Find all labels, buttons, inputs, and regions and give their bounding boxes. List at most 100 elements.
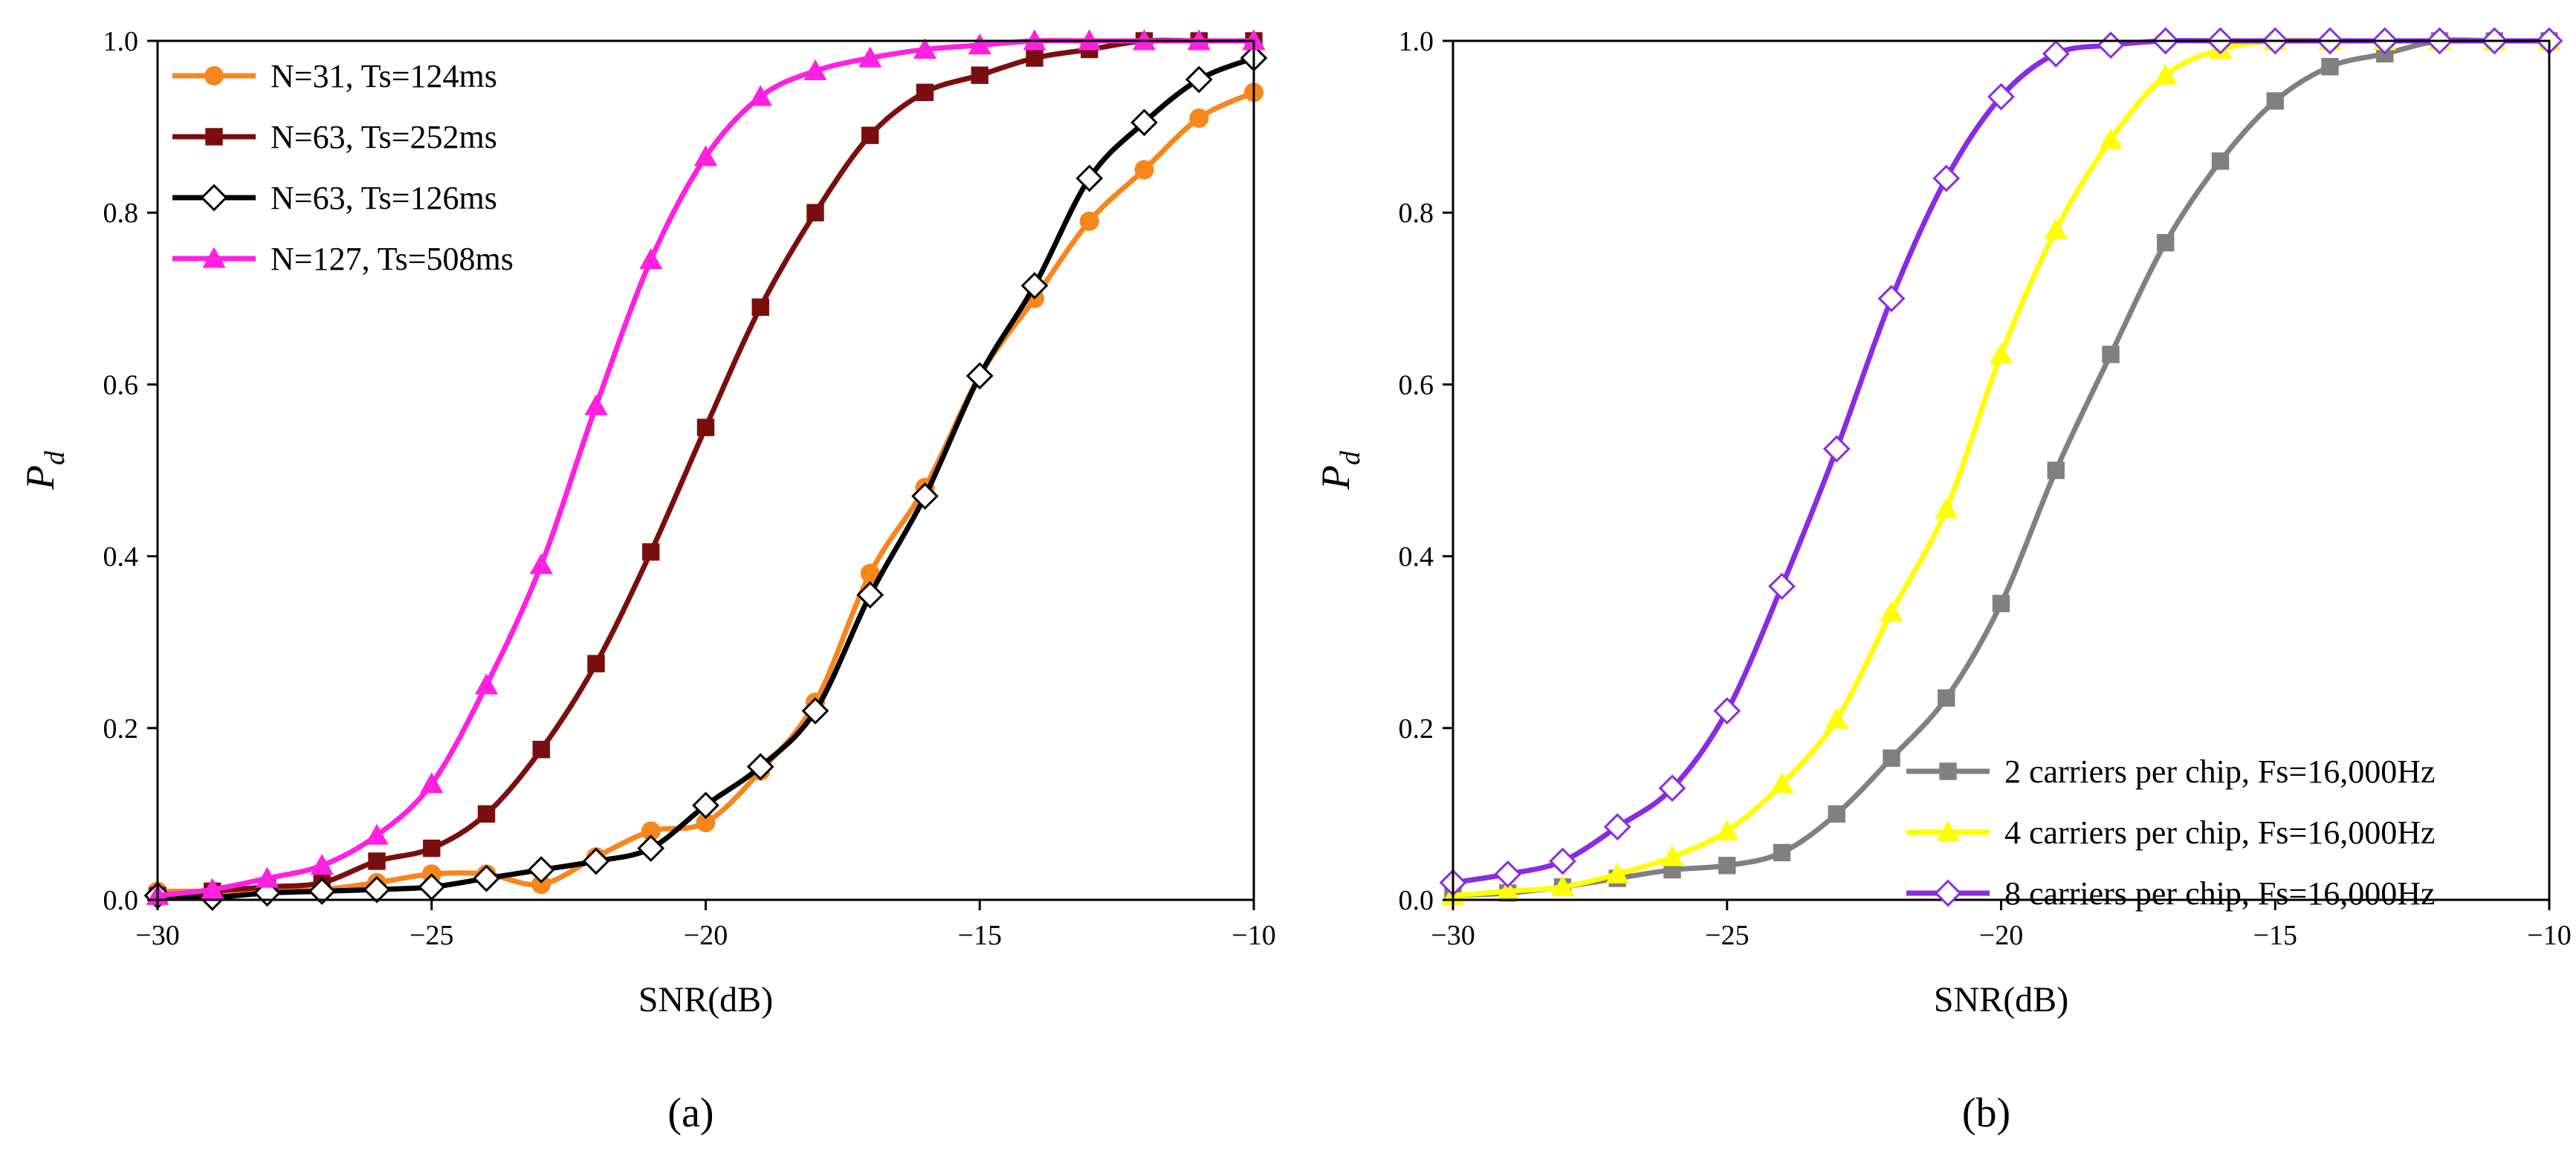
data-point: [310, 854, 334, 875]
legend-label: N=127, Ts=508ms: [271, 241, 514, 277]
data-point: [477, 805, 496, 823]
x-tick-label-a: −25: [410, 920, 453, 951]
legend-marker: [204, 66, 224, 85]
panel-a: −30 −25 −20 −15 −10 0.0 0.2 0.4 0.6 0.8 1.0 SNR(dB…: [18, 26, 1276, 1136]
data-point: [1550, 875, 1575, 897]
data-point: [1880, 600, 1903, 622]
series-a-4: [146, 29, 1266, 905]
data-point: [696, 812, 716, 832]
data-point: [1932, 164, 1961, 192]
y-tick-label-b: 0.8: [1399, 198, 1434, 229]
data-point: [641, 821, 661, 841]
data-point: [913, 37, 937, 59]
legend-item: 8 carriers per chip, Fs=16,000Hz: [1906, 875, 2436, 912]
y-tick-label-b: 0.4: [1399, 542, 1434, 573]
data-point: [639, 248, 663, 270]
data-point: [582, 847, 610, 875]
data-point: [1075, 164, 1104, 192]
data-point: [2211, 152, 2230, 170]
x-tick-label-b: −15: [2253, 920, 2297, 951]
data-point: [1494, 860, 1522, 888]
data-point: [1713, 697, 1741, 725]
legend-label: 2 carriers per chip, Fs=16,000Hz: [2004, 753, 2436, 790]
legend-marker: [1934, 879, 1962, 907]
data-point: [1242, 29, 1266, 51]
legend-b: 2 carriers per chip, Fs=16,000Hz 4 carrie…: [1906, 753, 2436, 912]
data-point: [1132, 29, 1156, 51]
data-point: [637, 834, 665, 863]
x-tick-label-a: −30: [135, 920, 179, 951]
data-point: [2044, 218, 2068, 239]
data-point: [856, 581, 884, 609]
legend-item: 4 carriers per chip, Fs=16,000Hz: [1906, 814, 2436, 851]
data-point: [1773, 843, 1791, 862]
data-point: [1185, 65, 1213, 94]
series-line: [1450, 37, 2552, 898]
data-point: [1658, 774, 1686, 803]
data-point: [363, 875, 391, 904]
data-point: [527, 856, 555, 883]
y-tick-label-a: 0.0: [103, 885, 139, 916]
data-point: [587, 655, 605, 672]
data-point: [1715, 819, 1739, 840]
legend-item: N=127, Ts=508ms: [172, 241, 514, 277]
data-point: [1718, 857, 1736, 875]
x-tick-label-a: −10: [1232, 920, 1275, 951]
panel-label-b: (b): [1962, 1090, 2010, 1136]
series-a-3: [143, 44, 1268, 911]
data-point: [861, 126, 879, 144]
data-point: [1134, 160, 1154, 180]
data-point: [748, 85, 772, 106]
y-tick-label-b: 1.0: [1399, 26, 1434, 57]
data-point: [532, 741, 550, 759]
y-axis-title-a: Pd: [18, 450, 71, 490]
data-point: [529, 553, 553, 574]
data-point: [2099, 128, 2123, 149]
data-point: [1877, 285, 1906, 313]
x-tick-label-b: −30: [1431, 920, 1475, 951]
data-point: [1605, 862, 1629, 883]
data-point: [692, 791, 719, 820]
data-point: [1987, 82, 2015, 111]
data-point: [965, 362, 994, 390]
data-point: [751, 298, 769, 317]
data-point: [860, 563, 880, 583]
data-point: [1828, 805, 1845, 823]
legend-marker: [202, 247, 226, 268]
data-point: [368, 852, 386, 870]
data-point: [365, 823, 389, 845]
y-axis-title-sub-b: d: [1335, 450, 1366, 465]
data-point: [1023, 29, 1046, 51]
x-tick-label-b: −25: [1705, 920, 1749, 951]
data-point: [1189, 108, 1209, 129]
data-point: [1130, 108, 1158, 137]
panel-label-a: (a): [667, 1090, 713, 1136]
data-point: [2097, 31, 2125, 59]
data-point: [201, 878, 224, 899]
legend-label: 4 carriers per chip, Fs=16,000Hz: [2004, 814, 2436, 851]
data-point: [1078, 29, 1101, 51]
legend-item: 2 carriers per chip, Fs=16,000Hz: [1906, 753, 2436, 790]
data-point: [1935, 497, 1958, 519]
legend-marker: [1936, 820, 1960, 842]
x-tick-label-b: −10: [2527, 920, 2571, 951]
x-tick-label-a: −20: [684, 920, 728, 951]
data-point: [2157, 233, 2175, 252]
data-point: [916, 83, 934, 102]
data-point: [2042, 39, 2070, 68]
data-point: [1938, 689, 1955, 707]
legend-marker: [205, 128, 223, 146]
y-axis-title-main-b: P: [1313, 465, 1358, 490]
data-point: [1883, 749, 1900, 767]
data-point: [968, 33, 991, 55]
data-point: [801, 697, 829, 725]
data-point: [1660, 845, 1684, 866]
data-point: [696, 418, 715, 436]
data-point: [420, 772, 444, 794]
data-point: [308, 878, 336, 905]
data-point: [1603, 813, 1631, 841]
data-point: [473, 864, 500, 892]
y-tick-label-a: 0.6: [103, 369, 139, 401]
legend-item: N=63, Ts=126ms: [172, 180, 497, 216]
